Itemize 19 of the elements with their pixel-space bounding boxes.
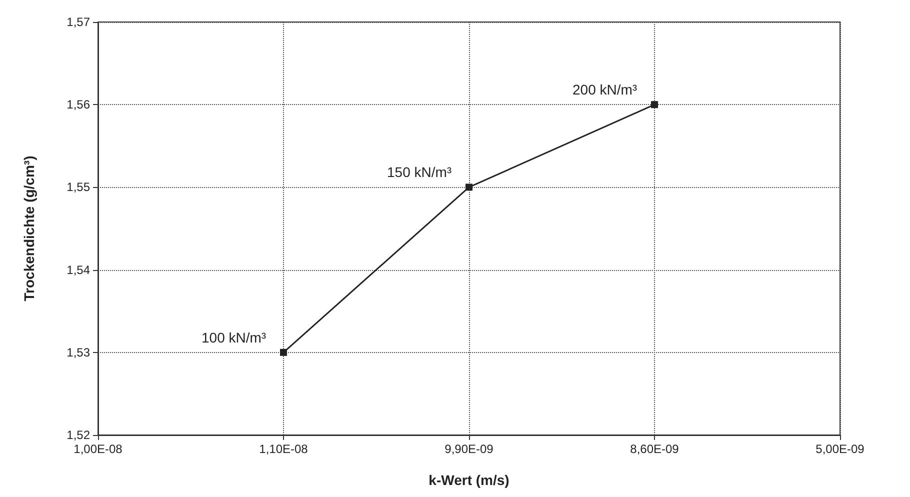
- x-tick-label: 1,00E-08: [74, 442, 123, 456]
- x-tick-label: 1,10E-08: [259, 442, 308, 456]
- annotation: 100 kN/m³: [202, 329, 266, 346]
- x-tick-label: 8,60E-09: [630, 442, 680, 456]
- annotation: 150 kN/m³: [387, 164, 452, 180]
- y-tick-label: 1,54: [66, 262, 90, 277]
- x-tick-label: 5,00E-09: [816, 442, 865, 456]
- x-axis-title: k-Wert (m/s): [428, 472, 510, 488]
- y-tick-label: 1,53: [66, 345, 90, 360]
- y-tick-label: 1,52: [66, 428, 90, 442]
- point: [651, 101, 658, 108]
- y-tick-label: 1,57: [66, 15, 90, 29]
- point: [280, 348, 287, 356]
- y-axis-title: Trockendichte (g/cm³): [21, 156, 37, 302]
- annotation: 200 kN/m³: [572, 82, 638, 98]
- y-tick-label: 1,56: [66, 98, 90, 112]
- x-tick-label: 9,90E-09: [444, 442, 494, 456]
- point: [466, 184, 472, 191]
- y-tick-label: 1,55: [66, 180, 90, 194]
